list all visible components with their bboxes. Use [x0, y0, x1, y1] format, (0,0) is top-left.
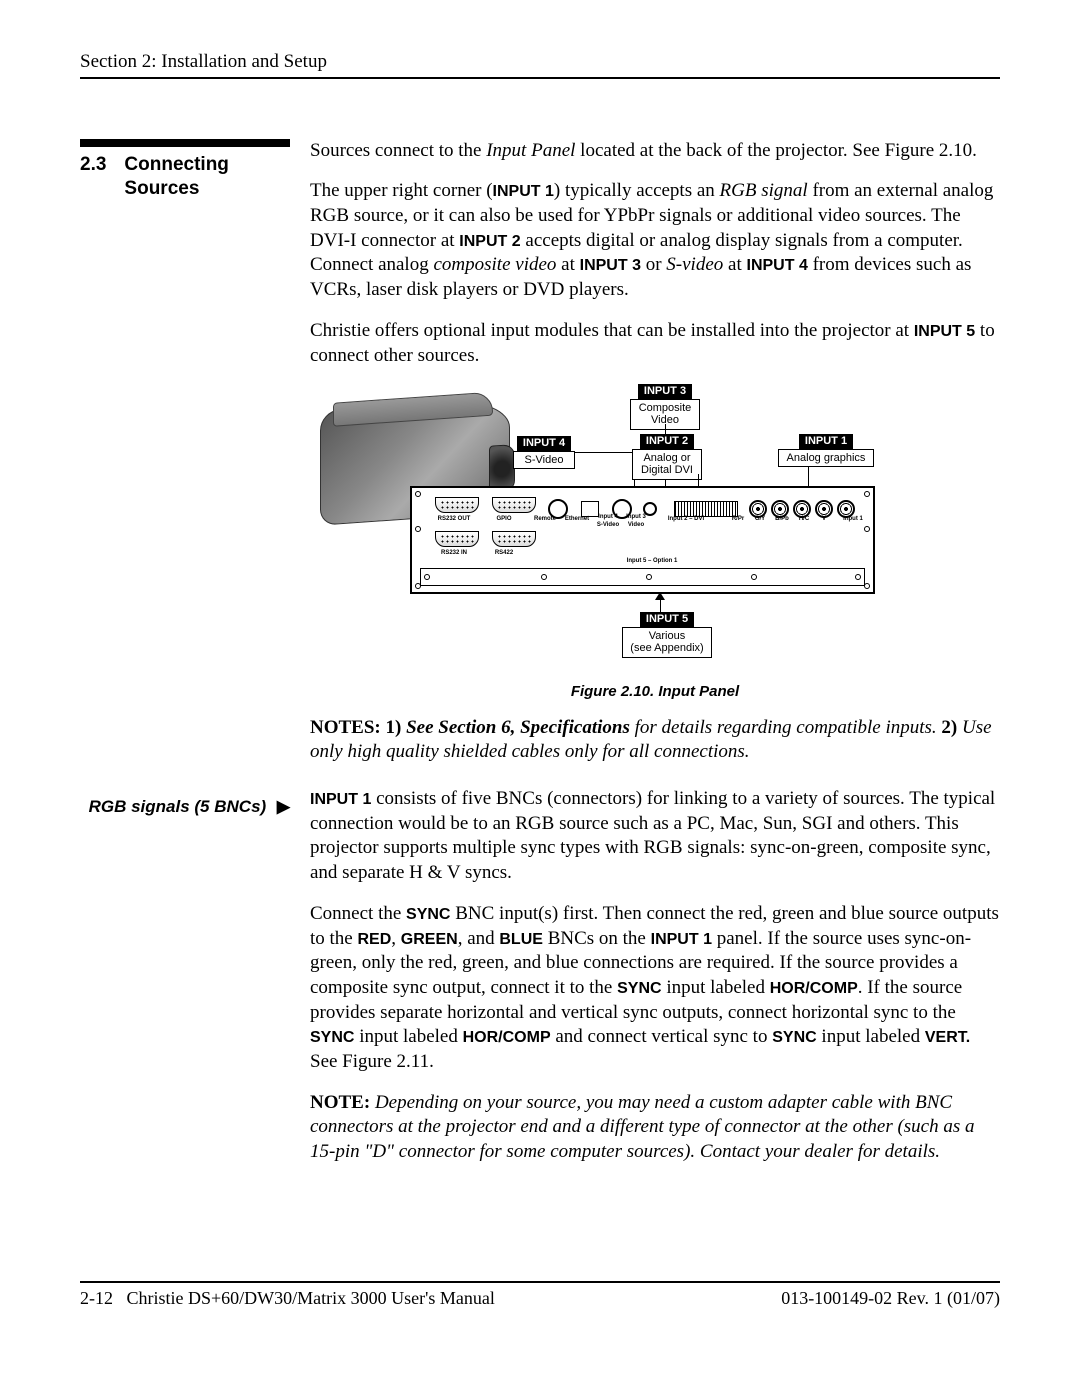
footer-right: 013-100149-02 Rev. 1 (01/07) [781, 1287, 1000, 1310]
option-slot [420, 568, 865, 586]
subheading-rgb: RGB signals (5 BNCs) ▶ [80, 796, 290, 818]
port-row-2 [412, 530, 873, 560]
spacer [80, 202, 290, 792]
header-text: Section 2: Installation and Setup [80, 51, 327, 72]
section-heading: 2.3 Connecting Sources [80, 139, 290, 202]
page-header: Section 2: Installation and Setup [80, 50, 1000, 79]
section-number: 2.3 [80, 153, 106, 202]
figure-caption: Figure 2.10. Input Panel [310, 682, 1000, 702]
paragraph-rgb2: Connect the SYNC BNC input(s) first. The… [310, 902, 1000, 1075]
footer-left: 2-12 Christie DS+60/DW30/Matrix 3000 Use… [80, 1287, 495, 1310]
section-title: Connecting Sources [124, 153, 290, 202]
main-column: Sources connect to the Input Panel locat… [310, 139, 1000, 1181]
rear-panel: RS232 OUT GPIO Remote Ethernet Input 4 S… [410, 486, 875, 594]
callout-input1: INPUT 1 Analog graphics [778, 434, 874, 467]
paragraph-optional: Christie offers optional input modules t… [310, 319, 1000, 368]
content-columns: 2.3 Connecting Sources RGB signals (5 BN… [80, 139, 1000, 1181]
subheading-text: RGB signals (5 BNCs) [89, 797, 267, 816]
paragraph-rgb-note: NOTE: Depending on your source, you may … [310, 1091, 1000, 1165]
page: Section 2: Installation and Setup 2.3 Co… [0, 0, 1080, 1350]
callout-input2: INPUT 2 Analog or Digital DVI [632, 434, 702, 480]
paragraph-rgb1: INPUT 1 consists of five BNCs (connector… [310, 787, 1000, 886]
sidebar: 2.3 Connecting Sources RGB signals (5 BN… [80, 139, 290, 1181]
callout-input5: INPUT 5 Various (see Appendix) [622, 612, 712, 658]
paragraph-inputs: The upper right corner (INPUT 1) typical… [310, 179, 1000, 302]
page-footer: 2-12 Christie DS+60/DW30/Matrix 3000 Use… [80, 1281, 1000, 1310]
notes-block: NOTES: 1) See Section 6, Specifications … [310, 716, 1000, 765]
arrow-icon: ▶ [277, 797, 290, 816]
arrowhead-icon [655, 592, 665, 600]
callout-input4: INPUT 4 S-Video [513, 436, 575, 469]
paragraph-intro: Sources connect to the Input Panel locat… [310, 139, 1000, 164]
figure-input-panel: INPUT 3 Composite Video INPUT 4 S-Video … [310, 384, 885, 674]
leader-line [574, 452, 634, 453]
